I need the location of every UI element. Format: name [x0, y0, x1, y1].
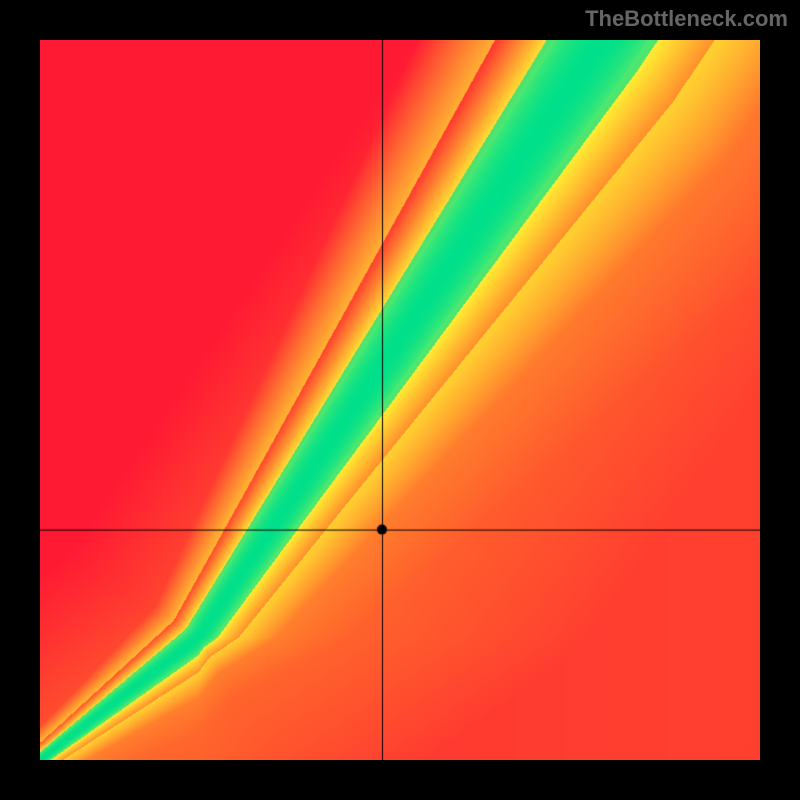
- plot-area: [40, 40, 760, 760]
- watermark-text: TheBottleneck.com: [585, 6, 788, 32]
- outer-frame: TheBottleneck.com: [0, 0, 800, 800]
- heatmap-canvas: [40, 40, 760, 760]
